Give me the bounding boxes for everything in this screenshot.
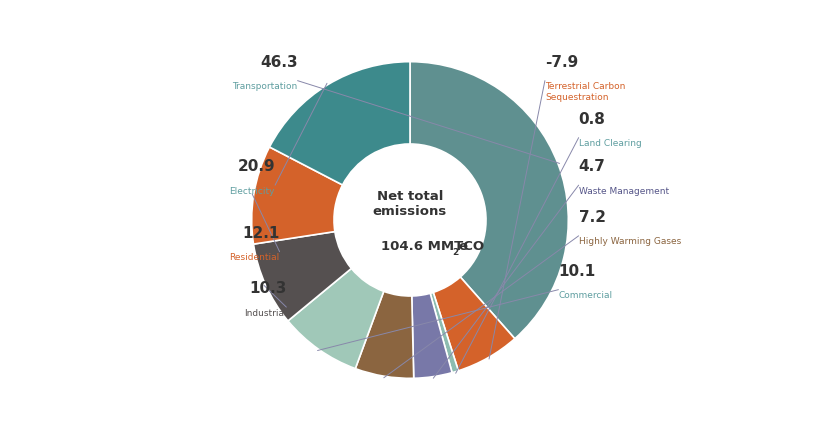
Text: 12.1: 12.1 xyxy=(242,226,279,241)
Text: Net total
emissions: Net total emissions xyxy=(373,190,446,218)
Text: -7.9: -7.9 xyxy=(545,55,577,70)
Text: Terrestrial Carbon
Sequestration: Terrestrial Carbon Sequestration xyxy=(545,82,625,102)
Text: Electricity: Electricity xyxy=(229,187,274,196)
Text: Residential: Residential xyxy=(229,253,279,262)
Text: 20.9: 20.9 xyxy=(238,159,274,174)
Text: 46.3: 46.3 xyxy=(260,55,297,70)
Text: 7.2: 7.2 xyxy=(578,210,605,225)
Wedge shape xyxy=(287,268,383,369)
Wedge shape xyxy=(410,62,568,339)
Text: Highly Warming Gases: Highly Warming Gases xyxy=(578,238,680,246)
Wedge shape xyxy=(355,291,414,378)
Text: 10.1: 10.1 xyxy=(558,264,595,279)
Text: Commercial: Commercial xyxy=(558,291,612,300)
Text: 2: 2 xyxy=(451,248,458,257)
Text: 4.7: 4.7 xyxy=(578,159,604,174)
Wedge shape xyxy=(411,293,451,378)
Text: Transportation: Transportation xyxy=(232,82,297,91)
Text: Waste Management: Waste Management xyxy=(578,187,668,196)
Wedge shape xyxy=(251,147,342,244)
Text: 0.8: 0.8 xyxy=(578,112,604,127)
Text: Land Clearing: Land Clearing xyxy=(578,139,640,148)
Wedge shape xyxy=(269,62,410,185)
Wedge shape xyxy=(253,231,351,321)
Text: Industrial: Industrial xyxy=(243,309,286,318)
Wedge shape xyxy=(432,277,514,371)
Text: 104.6 MMTCO: 104.6 MMTCO xyxy=(381,240,484,253)
Wedge shape xyxy=(430,292,458,373)
Text: 10.3: 10.3 xyxy=(249,281,286,296)
Text: e: e xyxy=(458,240,467,253)
